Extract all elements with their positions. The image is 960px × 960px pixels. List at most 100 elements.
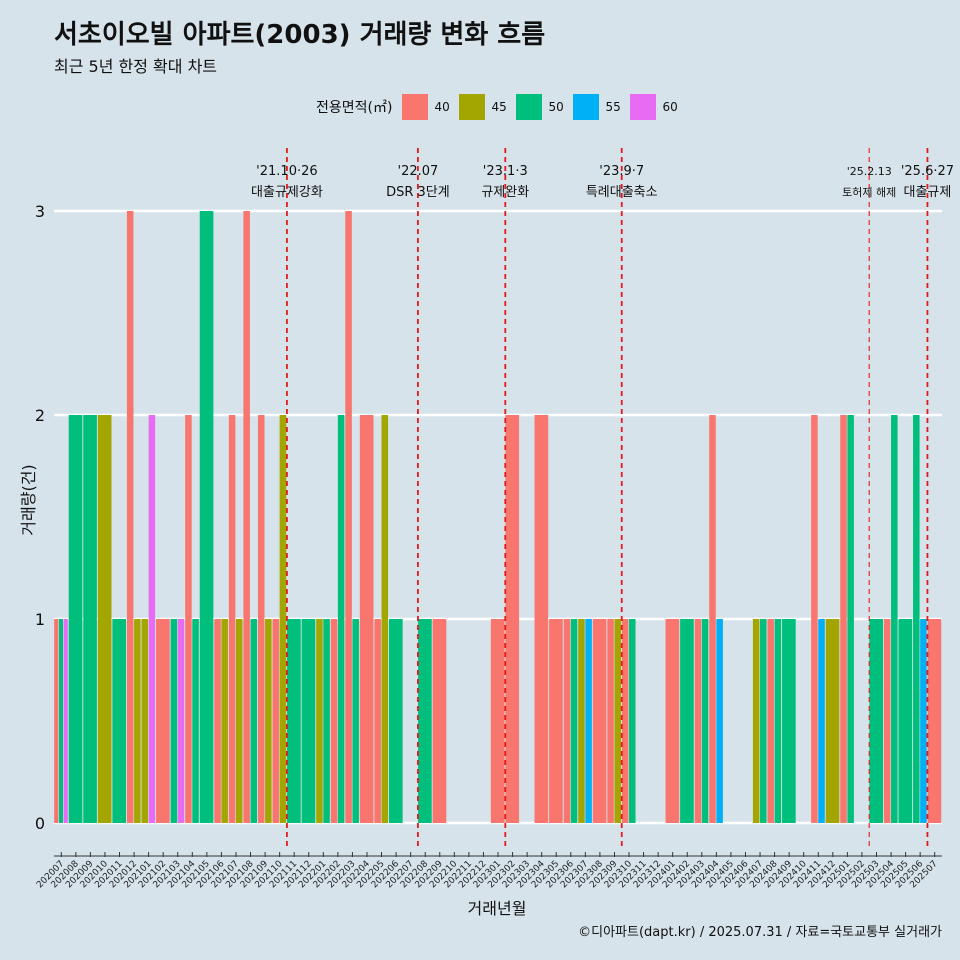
y-tick-label: 1 <box>35 610 45 629</box>
bar-202412-45 <box>825 619 840 823</box>
bar-202111-50 <box>287 619 301 823</box>
bar-202409-50 <box>782 619 796 823</box>
bar-202407-50 <box>760 619 767 823</box>
bar-202110-40 <box>272 619 280 823</box>
bar-202104-40 <box>185 415 192 823</box>
bar-202205-40 <box>374 619 381 823</box>
event-date: '25.2.13 <box>847 165 892 178</box>
legend-label-40: 40 <box>434 100 450 114</box>
bar-202110-45 <box>279 415 287 823</box>
event-label: DSR 3단계 <box>386 185 450 200</box>
bar-202304-40 <box>534 415 549 823</box>
bar-202305-40 <box>549 619 563 823</box>
event-label: 규제완화 <box>481 185 529 200</box>
bar-202505-50 <box>898 619 913 823</box>
bar-202010-45 <box>97 415 112 823</box>
bar-202309-40 <box>607 619 614 823</box>
legend: 전용면적(㎡) 40 45 50 55 60 <box>316 94 687 120</box>
bar-202108-50 <box>250 619 258 823</box>
legend-key-60 <box>630 94 657 120</box>
bar-202306-40 <box>563 619 571 823</box>
bar-202208-50 <box>418 619 432 823</box>
bar-202302-40 <box>505 415 520 823</box>
bar-202408-50 <box>774 619 782 823</box>
event-label: 토허제 해제 <box>842 185 896 199</box>
event-date: '25.6·27 <box>901 164 954 179</box>
bar-202307-55 <box>585 619 592 823</box>
legend-title: 전용면적(㎡) <box>316 100 393 116</box>
bar-202306-50 <box>570 619 578 823</box>
bar-202310-40 <box>621 619 629 823</box>
event-label: 대출규제 <box>904 185 952 200</box>
bar-202012-40 <box>126 211 134 823</box>
bar-202008-50 <box>68 415 83 823</box>
bar-202103-60 <box>177 619 185 823</box>
legend-label-60: 60 <box>662 100 678 114</box>
legend-item-55: 55 <box>573 94 628 120</box>
bar-202403-50 <box>701 619 709 823</box>
bar-202209-40 <box>432 619 447 823</box>
legend-key-50 <box>516 94 543 120</box>
event-date: '23.1·3 <box>483 164 528 179</box>
legend-item-45: 45 <box>459 94 514 120</box>
bar-202203-50 <box>352 619 359 823</box>
bar-202307-45 <box>578 619 585 823</box>
caption: ©디아파트(dapt.kr) / 2025.07.31 / 자료=국토교통부 실… <box>578 925 942 940</box>
bar-202106-45 <box>221 619 228 823</box>
bar-202411-40 <box>811 415 818 823</box>
bar-202104-50 <box>192 619 199 823</box>
bar-202506-55 <box>920 619 927 823</box>
bar-202401-40 <box>665 619 680 823</box>
bar-202506-50 <box>913 415 920 823</box>
legend-label-45: 45 <box>491 100 507 114</box>
chart-title: 서초이오빌 아파트(2003) 거래량 변화 흐름 <box>54 20 546 50</box>
bar-202109-45 <box>265 619 272 823</box>
bar-202407-45 <box>752 619 760 823</box>
bar-202205-45 <box>381 415 389 823</box>
bar-202507-40 <box>927 619 942 823</box>
bar-202501-40 <box>840 415 847 823</box>
bar-202009-50 <box>83 415 97 823</box>
y-tick-label: 3 <box>35 202 45 221</box>
bar-202011-50 <box>112 619 127 823</box>
bar-202310-50 <box>629 619 636 823</box>
bar-202112-50 <box>301 619 316 823</box>
x-axis-title: 거래년월 <box>468 899 527 918</box>
bar-202202-50 <box>337 415 345 823</box>
bar-202101-45 <box>141 619 149 823</box>
event-date: '22.07 <box>398 164 439 179</box>
bar-202403-40 <box>694 619 702 823</box>
bar-202504-40 <box>883 619 891 823</box>
bar-202105-50 <box>199 211 214 823</box>
bar-202107-45 <box>235 619 243 823</box>
bar-202103-50 <box>170 619 178 823</box>
y-tick-label: 2 <box>35 406 45 425</box>
legend-key-45 <box>459 94 486 120</box>
bar-202106-40 <box>214 619 221 823</box>
bar-202109-40 <box>257 415 265 823</box>
legend-key-55 <box>573 94 600 120</box>
bar-202203-40 <box>345 211 352 823</box>
bar-202007-40 <box>54 619 59 823</box>
bar-202301-40 <box>490 619 505 823</box>
legend-label-50: 50 <box>548 100 564 114</box>
y-tick-label: 0 <box>35 814 45 833</box>
bar-202108-40 <box>243 211 250 823</box>
bar-202012-45 <box>134 619 141 823</box>
legend-item-40: 40 <box>402 94 457 120</box>
bar-202402-50 <box>680 619 694 823</box>
event-date: '21.10·26 <box>256 164 317 179</box>
bar-202504-50 <box>891 415 898 823</box>
legend-item-60: 60 <box>630 94 685 120</box>
legend-label-55: 55 <box>605 100 621 114</box>
bar-202204-40 <box>359 415 374 823</box>
bar-202404-40 <box>709 415 716 823</box>
bar-202201-45 <box>316 619 323 823</box>
bar-202501-50 <box>847 415 854 823</box>
event-label: 특례대출축소 <box>586 185 658 200</box>
bar-202202-40 <box>330 619 338 823</box>
chart-subtitle: 최근 5년 한정 확대 차트 <box>54 57 218 76</box>
bar-202206-50 <box>388 619 403 823</box>
bar-202101-60 <box>148 415 156 823</box>
